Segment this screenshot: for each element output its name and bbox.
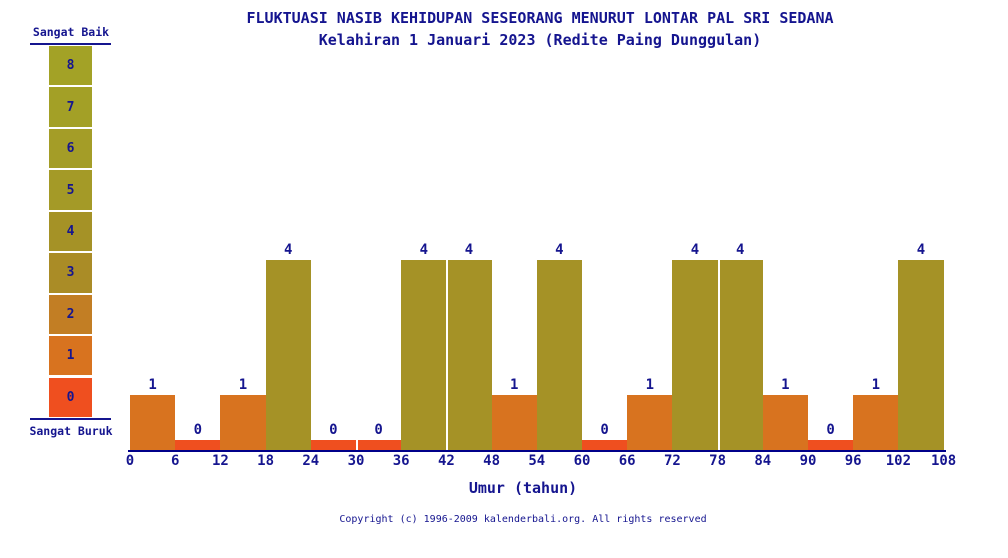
bar-value-label: 1 <box>645 377 655 393</box>
bar-36-42 <box>401 260 447 450</box>
x-tick-label-54: 54 <box>528 453 546 469</box>
x-axis-line <box>128 450 946 452</box>
bar-72-78 <box>672 260 718 450</box>
bar-60-66 <box>582 440 628 450</box>
legend-top-rule <box>30 43 111 45</box>
copyright-text: Copyright (c) 1996-2009 kalenderbali.org… <box>339 514 707 525</box>
legend-level-1: 1 <box>49 336 92 376</box>
bar-96-102 <box>853 395 899 450</box>
x-tick-label-72: 72 <box>663 453 681 469</box>
bar-value-label: 4 <box>916 242 926 258</box>
x-tick-label-42: 42 <box>437 453 455 469</box>
legend-level-6: 6 <box>49 128 92 169</box>
bar-48-54 <box>491 395 537 450</box>
legend-level-8: 8 <box>49 46 92 86</box>
bar-value-label: 0 <box>374 422 383 438</box>
x-tick-label-60: 60 <box>573 453 591 469</box>
bar-12-18 <box>220 395 266 450</box>
bar-value-label: 4 <box>283 242 293 258</box>
legend-top-label: Sangat Baik <box>32 25 110 39</box>
bar-value-label: 4 <box>419 242 429 258</box>
bar-102-108 <box>898 260 944 450</box>
bar-84-90 <box>762 395 808 450</box>
bar-value-label: 0 <box>600 422 609 438</box>
x-tick-label-24: 24 <box>302 453 320 469</box>
x-tick-label-48: 48 <box>483 453 501 469</box>
bar-54-60 <box>536 260 582 450</box>
bar-value-label: 4 <box>555 242 564 258</box>
legend-level-2: 2 <box>49 294 92 334</box>
bar-value-label: 1 <box>781 377 790 393</box>
bar-value-label: 0 <box>193 422 203 438</box>
bar-value-label: 1 <box>509 377 519 393</box>
x-tick-label-36: 36 <box>392 453 410 469</box>
x-tick-label-18: 18 <box>257 453 275 469</box>
x-tick-label-84: 84 <box>754 453 772 469</box>
x-tick-label-30: 30 <box>347 453 365 469</box>
legend-level-7: 7 <box>49 87 92 127</box>
bar-value-label: 1 <box>148 377 157 393</box>
bar-value-label: 4 <box>464 242 474 258</box>
x-tick-label-66: 66 <box>618 453 636 469</box>
bar-value-label: 0 <box>826 422 835 438</box>
bar-6-12 <box>175 440 221 450</box>
x-tick-label-96: 96 <box>844 453 862 469</box>
bar-value-label: 0 <box>329 422 338 438</box>
x-tick-label-78: 78 <box>709 453 727 469</box>
bar-24-30 <box>310 440 356 450</box>
legend-level-5: 5 <box>49 170 92 210</box>
chart-title: FLUKTUASI NASIB KEHIDUPAN SESEORANG MENU… <box>246 9 834 27</box>
bar-value-label: 4 <box>690 242 700 258</box>
bar-0-6 <box>130 395 176 450</box>
bar-90-96 <box>808 440 854 450</box>
legend-level-0: 0 <box>49 377 92 417</box>
legend-level-3: 3 <box>49 253 92 293</box>
x-tick-label-12: 12 <box>211 453 229 469</box>
bar-42-48 <box>446 260 492 450</box>
chart-subtitle: Kelahiran 1 Januari 2023 (Redite Paing D… <box>318 31 762 49</box>
legend-bottom-rule <box>30 418 111 420</box>
bar-18-24 <box>265 260 311 450</box>
bar-78-84 <box>717 260 763 450</box>
x-tick-label-90: 90 <box>799 453 817 469</box>
x-tick-label-102: 102 <box>885 453 912 469</box>
bar-value-label: 4 <box>735 242 745 258</box>
x-tick-label-108: 108 <box>930 453 957 469</box>
bar-value-label: 1 <box>238 377 248 393</box>
x-tick-label-0: 0 <box>125 453 135 469</box>
bar-value-label: 1 <box>871 377 881 393</box>
x-tick-label-6: 6 <box>170 453 180 469</box>
legend-level-4: 4 <box>49 211 92 252</box>
legend-bottom-label: Sangat Buruk <box>29 424 113 438</box>
x-axis-title: Umur (tahun) <box>468 479 578 497</box>
bar-30-36 <box>356 440 402 450</box>
bar-66-72 <box>627 395 673 450</box>
